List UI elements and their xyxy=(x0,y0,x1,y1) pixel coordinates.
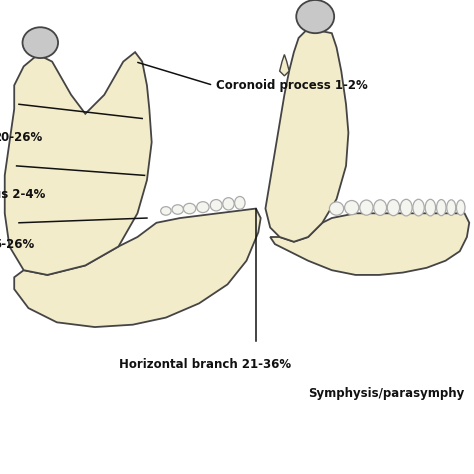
Polygon shape xyxy=(280,55,289,76)
Ellipse shape xyxy=(235,196,245,210)
Ellipse shape xyxy=(210,200,222,211)
Ellipse shape xyxy=(425,199,436,216)
Ellipse shape xyxy=(437,200,446,216)
Ellipse shape xyxy=(329,202,344,215)
Ellipse shape xyxy=(197,202,209,212)
Ellipse shape xyxy=(223,198,234,210)
Ellipse shape xyxy=(360,200,373,215)
Ellipse shape xyxy=(161,207,171,215)
Ellipse shape xyxy=(400,199,412,216)
Polygon shape xyxy=(265,28,348,242)
Text: Symphysis/parasymphy: Symphysis/parasymphy xyxy=(308,387,465,400)
Ellipse shape xyxy=(374,200,387,215)
Text: Coronoid process 1-2%: Coronoid process 1-2% xyxy=(216,79,367,92)
Ellipse shape xyxy=(456,200,465,215)
Ellipse shape xyxy=(413,199,424,216)
Polygon shape xyxy=(14,209,261,327)
Text: 20-26%: 20-26% xyxy=(0,131,42,144)
Ellipse shape xyxy=(296,0,334,33)
Ellipse shape xyxy=(172,205,183,214)
Polygon shape xyxy=(270,213,469,275)
Ellipse shape xyxy=(345,201,359,215)
Text: 5-26%: 5-26% xyxy=(0,237,34,251)
Text: us 2-4%: us 2-4% xyxy=(0,188,45,201)
Text: Horizontal branch 21-36%: Horizontal branch 21-36% xyxy=(118,358,291,372)
Ellipse shape xyxy=(387,200,400,216)
Ellipse shape xyxy=(23,27,58,58)
Ellipse shape xyxy=(447,200,456,215)
Ellipse shape xyxy=(183,203,196,214)
Polygon shape xyxy=(5,52,152,275)
